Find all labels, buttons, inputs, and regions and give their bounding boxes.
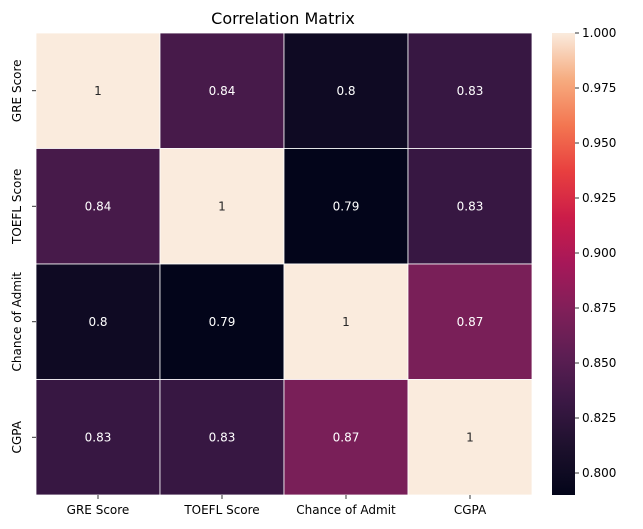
cell-value-label: 0.87 [333,430,360,444]
x-tick-label: GRE Score [67,503,130,517]
y-tick-label: Chance of Admit [10,272,24,372]
cell-value-label: 0.84 [209,84,236,98]
colorbar-tick-label: 0.800 [582,466,616,480]
cell-value-label: 0.84 [85,199,112,213]
colorbar-tick-label: 0.900 [582,246,616,260]
colorbar-ticks: 0.800 0.825 0.850 0.875 0.900 0.925 0.950 0.975… [575,26,616,480]
cell-value-label: 0.83 [457,84,484,98]
cell-value-label: 0.8 [88,315,107,329]
chart-title: Correlation Matrix [211,9,355,28]
colorbar-tick-label: 0.850 [582,356,616,370]
y-tick-label: TOEFL Score [10,169,24,245]
cell-value-label: 1 [342,315,350,329]
x-tick-label: Chance of Admit [296,503,396,517]
y-axis-ticks: GRE Score TOEFL Score Chance of Admit CGPA [10,59,36,453]
heatmap-cell [283,379,409,496]
cell-value-label: 0.79 [333,199,360,213]
cell-value-label: 0.83 [457,199,484,213]
heatmap-cell [159,148,285,265]
cell-value-label: 1 [466,430,474,444]
colorbar-tick-label: 0.925 [582,191,616,205]
y-tick-label: GRE Score [10,59,24,122]
colorbar-tick-label: 0.975 [582,81,616,95]
heatmap-cell [159,379,285,496]
cell-value-label: 0.83 [85,430,112,444]
heatmap-cell [35,148,161,265]
heatmap-cell [407,379,533,496]
colorbar-tick-label: 1.000 [582,26,616,40]
y-tick-label: CGPA [10,420,24,453]
colorbar-tick-label: 0.825 [582,411,616,425]
heatmap-cell [35,379,161,496]
x-axis-ticks: GRE Score TOEFL Score Chance of Admit CGPA [67,495,487,517]
heatmap-cell [35,32,161,149]
colorbar-tick-label: 0.875 [582,301,616,315]
cell-annotations: 1 0.84 0.8 0.83 0.84 1 0.79 0.83 0.8 0.79 1 0.87 0.8… [85,84,484,445]
colorbar-gradient [552,33,575,495]
heatmap-cell [407,148,533,265]
heatmap-cell [407,32,533,149]
cell-value-label: 0.83 [209,430,236,444]
cell-value-label: 1 [218,199,226,213]
heatmap-cells [35,32,533,496]
colorbar-tick-label: 0.950 [582,136,616,150]
cell-value-label: 0.79 [209,315,236,329]
cell-value-label: 1 [94,84,102,98]
heatmap-cell [283,148,409,265]
heatmap-cell [159,32,285,149]
cell-value-label: 0.87 [457,315,484,329]
cell-value-label: 0.8 [336,84,355,98]
x-tick-label: CGPA [454,503,487,517]
heatmap-cell [407,263,533,380]
heatmap-cell [283,32,409,149]
x-tick-label: TOEFL Score [183,503,259,517]
heatmap-cell [159,263,285,380]
colorbar: 0.800 0.825 0.850 0.875 0.900 0.925 0.950 0.975… [552,26,616,495]
